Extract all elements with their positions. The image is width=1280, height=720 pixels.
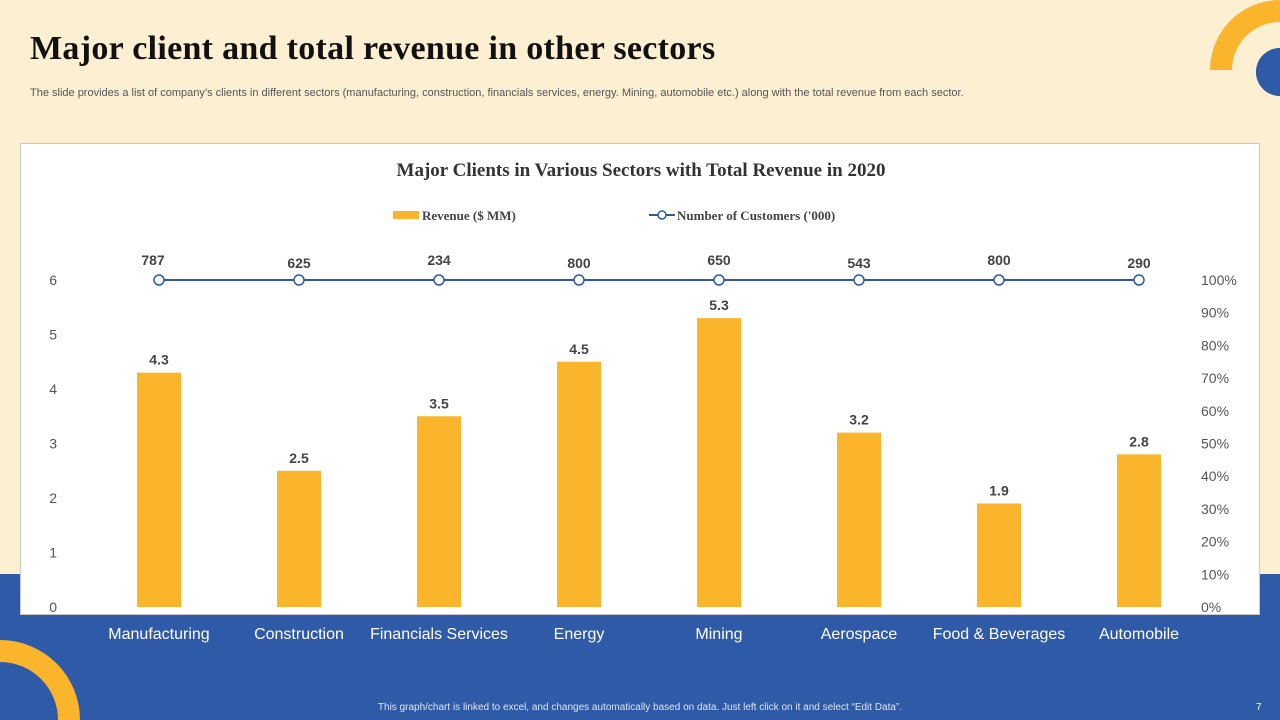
line-value-label: 543 [847,255,871,271]
bar [1117,454,1161,607]
bar [977,503,1021,607]
line-point [993,274,1005,286]
x-tick-label: Energy [554,626,605,643]
bar-value-label: 3.5 [429,395,449,411]
page-subtitle: The slide provides a list of company’s c… [30,87,964,99]
line-value-label: 787 [141,252,165,268]
x-tick-label: Construction [254,626,344,643]
bar-value-label: 4.5 [569,341,589,357]
bar [277,470,321,607]
line-series: 787 625 234 800 650 543 800 290 [141,252,1151,286]
y-right-tick-label: 40% [1201,468,1229,484]
bar [417,416,461,607]
legend-label-revenue: Revenue ($ MM) [422,208,516,223]
line-point [293,274,305,286]
x-tick-label: Food & Beverages [933,626,1066,643]
y-right-tick-label: 80% [1201,337,1229,353]
bar-value-label: 1.9 [989,482,1009,498]
bar [137,372,181,607]
y-left-tick-label: 0 [49,599,57,615]
x-tick-label: Manufacturing [108,626,209,643]
bar-value-label: 3.2 [849,412,869,428]
line-value-label: 650 [707,252,731,268]
chart-legend: Revenue ($ MM) Number of Customers ('000… [393,208,835,223]
bar [557,361,601,607]
page-number: 7 [1256,702,1262,713]
line-point [1133,274,1145,286]
chart-card[interactable]: Major Clients in Various Sectors with To… [20,143,1260,643]
x-tick-label: Automobile [1099,626,1179,643]
line-point [853,274,865,286]
footer-note: This graph/chart is linked to excel, and… [377,702,903,713]
x-axis-labels: Manufacturing Construction Financials Serv… [108,626,1179,643]
y-right-tick-label: 20% [1201,534,1229,550]
bar-series: 4.3 2.5 3.5 4.5 5.3 3.2 1.9 2.8 [137,297,1161,607]
line-point [573,274,585,286]
corner-arc-decoration [1210,0,1280,96]
y-left-tick-label: 2 [49,490,57,506]
y-right-tick-label: 100% [1201,272,1237,288]
y-right-tick-label: 0% [1201,599,1221,615]
y-right-tick-label: 30% [1201,501,1229,517]
page-title: Major client and total revenue in other … [30,30,716,67]
x-tick-label: Aerospace [821,626,898,643]
y-right-tick-label: 70% [1201,370,1229,386]
line-point [153,274,165,286]
y-left-tick-label: 6 [49,272,57,288]
y-left-tick-label: 5 [49,327,57,343]
y-right-tick-label: 90% [1201,305,1229,321]
line-point [433,274,445,286]
line-point [713,274,725,286]
legend-marker-customers [657,210,667,220]
y-left-tick-label: 4 [49,381,57,397]
y-axis-right: 0% 10% 20% 30% 40% 50% 60% 70% 80% 90% 100% [1201,272,1237,615]
bar-value-label: 5.3 [709,297,729,313]
line-value-label: 800 [987,252,1011,268]
x-tick-label: Mining [695,626,742,643]
line-value-label: 290 [1127,255,1151,271]
bar [697,318,741,607]
y-right-tick-label: 10% [1201,566,1229,582]
line-value-label: 234 [427,252,451,268]
y-axis-left: 0 1 2 3 4 5 6 [49,272,57,615]
x-tick-label: Financials Services [370,626,508,643]
legend-swatch-revenue [393,211,419,219]
chart-title: Major Clients in Various Sectors with To… [397,160,886,181]
combo-chart: Major Clients in Various Sectors with To… [49,160,1237,643]
bar-value-label: 4.3 [149,352,169,368]
y-left-tick-label: 3 [49,436,57,452]
legend-label-customers: Number of Customers ('000) [677,208,835,223]
y-right-tick-label: 60% [1201,403,1229,419]
corner-arc-decoration-bottom [0,640,80,720]
y-left-tick-label: 1 [49,545,57,561]
y-right-tick-label: 50% [1201,436,1229,452]
bar [837,432,881,607]
bar-value-label: 2.5 [289,450,309,466]
line-value-label: 800 [567,255,591,271]
bar-value-label: 2.8 [1129,433,1149,449]
line-value-label: 625 [287,255,311,271]
